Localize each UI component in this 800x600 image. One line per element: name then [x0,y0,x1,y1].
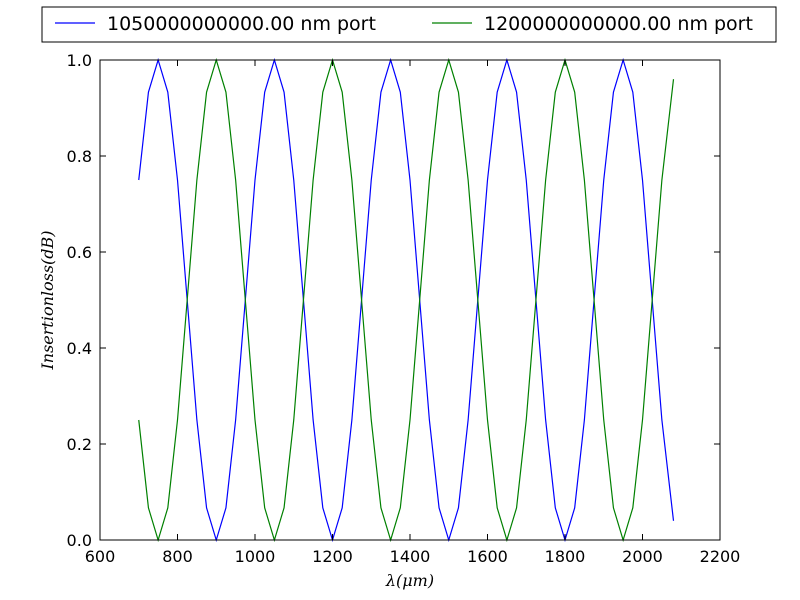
legend-box [41,6,777,43]
legend-label-2: 1200000000000.00 nm port [484,13,753,35]
y-tick-label: 0.2 [67,435,92,454]
y-tick-label: 0.6 [67,243,92,262]
x-tick-label: 2000 [622,547,663,566]
x-tick-label: 2200 [700,547,741,566]
legend-label-1: 1050000000000.00 nm port [107,13,376,35]
y-tick-label: 0.8 [67,147,92,166]
x-axis-label: λ(μm) [385,571,434,590]
y-tick-label: 0.0 [67,531,92,550]
x-axis: 600 800 1000 1200 1400 1600 1800 2000 2200 [85,60,741,566]
series-line-2 [138,57,675,543]
x-tick-label: 800 [162,547,193,566]
legend: 1050000000000.00 nm port 1200000000000.00… [41,6,777,43]
x-tick-label: 1600 [467,547,508,566]
x-tick-label: 1800 [545,547,586,566]
y-tick-label: 1.0 [67,51,92,70]
x-tick-label: 1200 [312,547,353,566]
plot-background [100,60,720,540]
y-axis-label: Insertionloss(dB) [38,230,57,370]
plot-area [99,57,721,543]
y-axis: 0.0 0.2 0.4 0.6 0.8 1.0 [67,51,720,550]
series-line-1 [138,57,675,543]
y-tick-label: 0.4 [67,339,92,358]
x-tick-label: 1000 [235,547,276,566]
x-tick-label: 600 [85,547,116,566]
x-tick-label: 1400 [390,547,431,566]
